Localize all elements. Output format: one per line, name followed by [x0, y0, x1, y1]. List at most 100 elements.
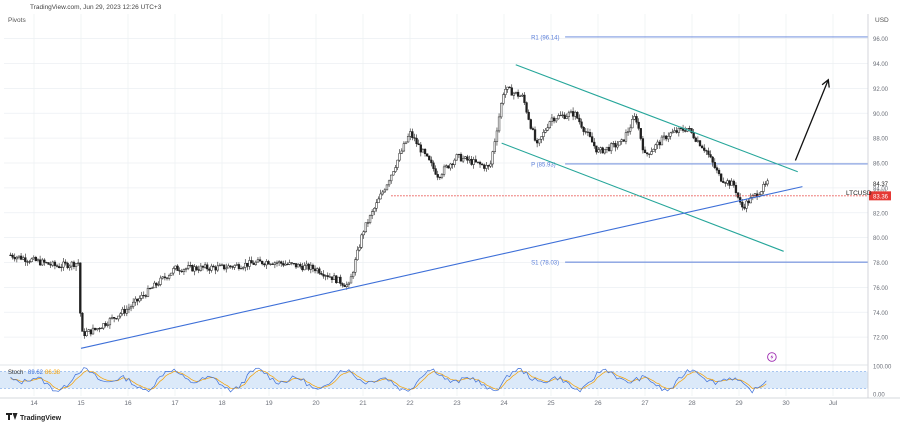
candle-body	[218, 264, 222, 267]
candle	[87, 328, 90, 332]
candle	[36, 258, 40, 263]
y-tick-label: 82.00	[873, 211, 889, 217]
candle-body	[580, 121, 583, 128]
candle	[296, 262, 300, 268]
candle	[639, 127, 642, 141]
candle	[161, 276, 164, 280]
candle	[595, 145, 598, 155]
candle-body	[267, 261, 270, 265]
candle	[741, 199, 744, 211]
candle	[104, 321, 107, 328]
candle	[442, 164, 446, 177]
candle	[745, 198, 748, 213]
candle	[275, 260, 279, 267]
candle-body	[406, 136, 410, 143]
candle	[280, 260, 283, 267]
candle	[464, 155, 467, 160]
candle-body	[557, 115, 560, 120]
candle	[438, 176, 441, 180]
candle-body	[362, 231, 365, 236]
candle	[567, 110, 571, 121]
candle	[210, 263, 213, 273]
candle-body	[121, 308, 124, 315]
candle-body	[242, 267, 245, 269]
candle	[552, 116, 556, 124]
candle	[390, 174, 393, 184]
candle-body	[565, 116, 568, 119]
candle-body	[650, 151, 653, 155]
candle-body	[531, 128, 535, 130]
candle	[174, 265, 177, 271]
candle	[284, 260, 287, 266]
channel-lower-line[interactable]	[501, 142, 784, 252]
candle-body	[34, 257, 38, 262]
candle	[252, 260, 255, 265]
candle	[26, 259, 29, 266]
ascending-trendline[interactable]	[80, 186, 803, 349]
candle	[419, 142, 422, 157]
candle-body	[85, 331, 88, 337]
candle	[19, 253, 23, 261]
candle-body	[747, 200, 750, 204]
candle	[512, 91, 516, 100]
candle	[455, 153, 458, 161]
candle	[362, 230, 365, 239]
candle	[755, 190, 759, 201]
candle-body	[730, 180, 733, 186]
candle	[273, 261, 277, 269]
candle	[457, 153, 461, 159]
candle	[9, 252, 12, 256]
forecast-arrow-line[interactable]	[794, 79, 829, 161]
candle	[89, 329, 93, 337]
candle	[542, 129, 545, 141]
candle	[626, 127, 630, 136]
candle-body	[387, 180, 391, 186]
candle-body	[569, 111, 573, 114]
candle-body	[506, 86, 509, 90]
candle-body	[356, 249, 359, 260]
candle	[322, 270, 325, 279]
candle-body	[337, 276, 340, 283]
candle	[256, 257, 260, 263]
candle-body	[324, 275, 327, 277]
candle-body	[347, 282, 351, 285]
candle	[557, 113, 560, 120]
candle	[165, 277, 169, 281]
candle	[487, 164, 490, 170]
candle	[246, 262, 249, 271]
drawing-lines[interactable]	[80, 64, 868, 362]
candle	[700, 144, 704, 149]
candle-body	[400, 150, 403, 154]
candle	[24, 253, 27, 266]
candle	[643, 146, 647, 154]
candle-body	[753, 193, 757, 196]
candle-body	[26, 261, 29, 263]
candle	[624, 129, 628, 145]
candle	[417, 139, 420, 146]
candle	[461, 155, 465, 163]
candle-body	[717, 169, 721, 175]
channel-upper-line[interactable]	[515, 64, 798, 173]
candle	[208, 267, 211, 274]
candle-body	[41, 259, 44, 266]
candle	[392, 171, 395, 176]
candle-body	[55, 265, 59, 267]
lightning-icon[interactable]	[767, 352, 777, 362]
candle	[533, 126, 537, 142]
candle-body	[341, 283, 344, 286]
forecast-arrow-icon[interactable]	[821, 78, 830, 88]
candle	[140, 291, 143, 301]
candle-body	[229, 265, 232, 267]
candle-body	[24, 257, 27, 262]
candle-body	[629, 127, 632, 132]
candle-body	[216, 265, 219, 271]
candle-body	[157, 284, 160, 286]
candle	[510, 84, 513, 96]
candle-body	[38, 259, 42, 266]
candle	[715, 165, 719, 174]
tradingview-logo[interactable]: TradingView	[6, 413, 62, 422]
candle-body	[527, 111, 530, 120]
candle	[271, 262, 274, 265]
